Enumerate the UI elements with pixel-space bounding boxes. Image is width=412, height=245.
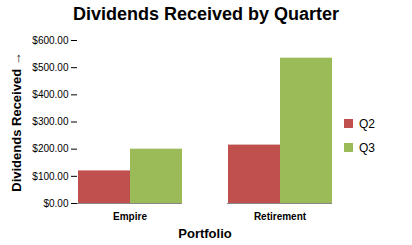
svg-text:Empire: Empire xyxy=(113,211,147,222)
svg-text:$200.00: $200.00 xyxy=(32,143,69,154)
html-text:Q2: Q2 xyxy=(359,116,375,131)
svg-text:$400.00: $400.00 xyxy=(32,89,69,100)
svg-text:$500.00: $500.00 xyxy=(32,62,69,73)
html-text:Dividends Received by Quarter: Dividends Received by Quarter xyxy=(72,4,339,24)
html-text:Q3: Q3 xyxy=(359,140,375,155)
svg-text:$0.00: $0.00 xyxy=(43,198,68,209)
svg-text:$100.00: $100.00 xyxy=(32,171,69,182)
svg-text:Dividends Received →: Dividends Received → xyxy=(9,52,24,191)
svg-text:$300.00: $300.00 xyxy=(32,116,69,127)
svg-text:$600.00: $600.00 xyxy=(32,35,69,46)
svg-text:Retirement: Retirement xyxy=(254,211,307,222)
svg-text:Portfolio: Portfolio xyxy=(178,226,231,241)
